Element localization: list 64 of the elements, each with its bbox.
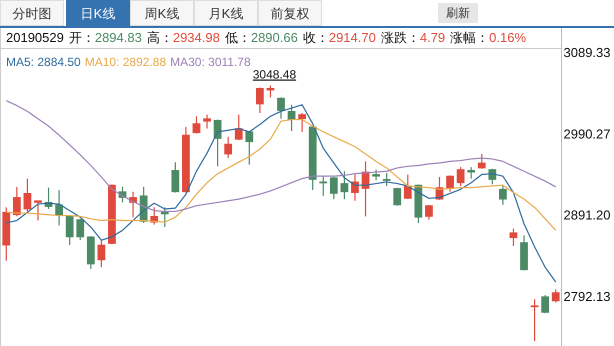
- text: 收：: [302, 30, 329, 45]
- text: 4.79: [420, 30, 446, 45]
- text: MA30: 3011.78: [170, 55, 251, 69]
- candlestick: [530, 298, 538, 342]
- text: 前复权: [258, 0, 322, 26]
- text: 0.16%: [489, 30, 526, 45]
- text: 20190529: [6, 30, 64, 45]
- text: 日K线: [66, 0, 130, 26]
- candlestick: [76, 218, 84, 241]
- candlestick: [214, 118, 222, 167]
- candlestick: [425, 204, 433, 220]
- candlestick: [245, 130, 254, 166]
- text: 2914.70: [328, 30, 376, 45]
- y-tick-label: 3089.33: [564, 45, 610, 60]
- candlestick: [192, 116, 200, 134]
- candlestick: [55, 190, 63, 226]
- candlestick: [12, 186, 21, 217]
- text: 高：: [146, 30, 173, 45]
- text: 周K线: [130, 0, 194, 26]
- candlestick: [256, 86, 264, 114]
- candlestick: [171, 162, 180, 194]
- candlestick: [499, 184, 507, 206]
- candlestick: [382, 172, 391, 187]
- text: 分时图: [0, 0, 64, 26]
- y-tick-label: 2891.20: [564, 208, 610, 223]
- candlestick: [446, 174, 454, 192]
- candlestick: [298, 112, 306, 132]
- candlestick: [288, 104, 296, 132]
- text: 涨幅：: [450, 30, 490, 45]
- candlestick: [224, 136, 232, 159]
- candlestick: [266, 84, 274, 98]
- text: 月K线: [194, 0, 258, 26]
- candlestick: [330, 176, 338, 200]
- candlestick: [24, 178, 32, 212]
- text: MA10: 2892.88: [84, 55, 166, 69]
- candlestick: [467, 166, 476, 180]
- candlestick: [203, 114, 211, 130]
- candlestick: [351, 174, 359, 202]
- text: 2894.83: [94, 30, 142, 45]
- y-tick-label: 2792.13: [564, 288, 610, 304]
- candlestick: [541, 294, 550, 314]
- text: 低：: [224, 30, 251, 45]
- text: 刷新: [438, 3, 478, 23]
- candlestick: [552, 288, 560, 304]
- annotation: 3048.48: [252, 68, 296, 82]
- candlestick: [160, 206, 169, 228]
- candlestick: [456, 166, 465, 187]
- candlestick: [340, 170, 348, 200]
- candlestick: [319, 176, 328, 196]
- candlestick: [362, 160, 370, 217]
- candlestick: [393, 187, 402, 206]
- text: 2934.98: [172, 30, 220, 45]
- y-tick-label: 2990.27: [564, 126, 610, 142]
- text: MA5: 2884.50: [6, 55, 82, 69]
- candlestick: [66, 214, 74, 246]
- candlestick: [97, 240, 106, 268]
- candlestick: [34, 200, 42, 222]
- candlestick: [478, 153, 486, 170]
- candlestick: [510, 228, 518, 246]
- text: 2890.66: [250, 30, 298, 45]
- candlestick: [277, 96, 285, 120]
- candlestick: [372, 169, 380, 181]
- text: 开：: [68, 30, 95, 45]
- text: 涨跌：: [380, 30, 420, 45]
